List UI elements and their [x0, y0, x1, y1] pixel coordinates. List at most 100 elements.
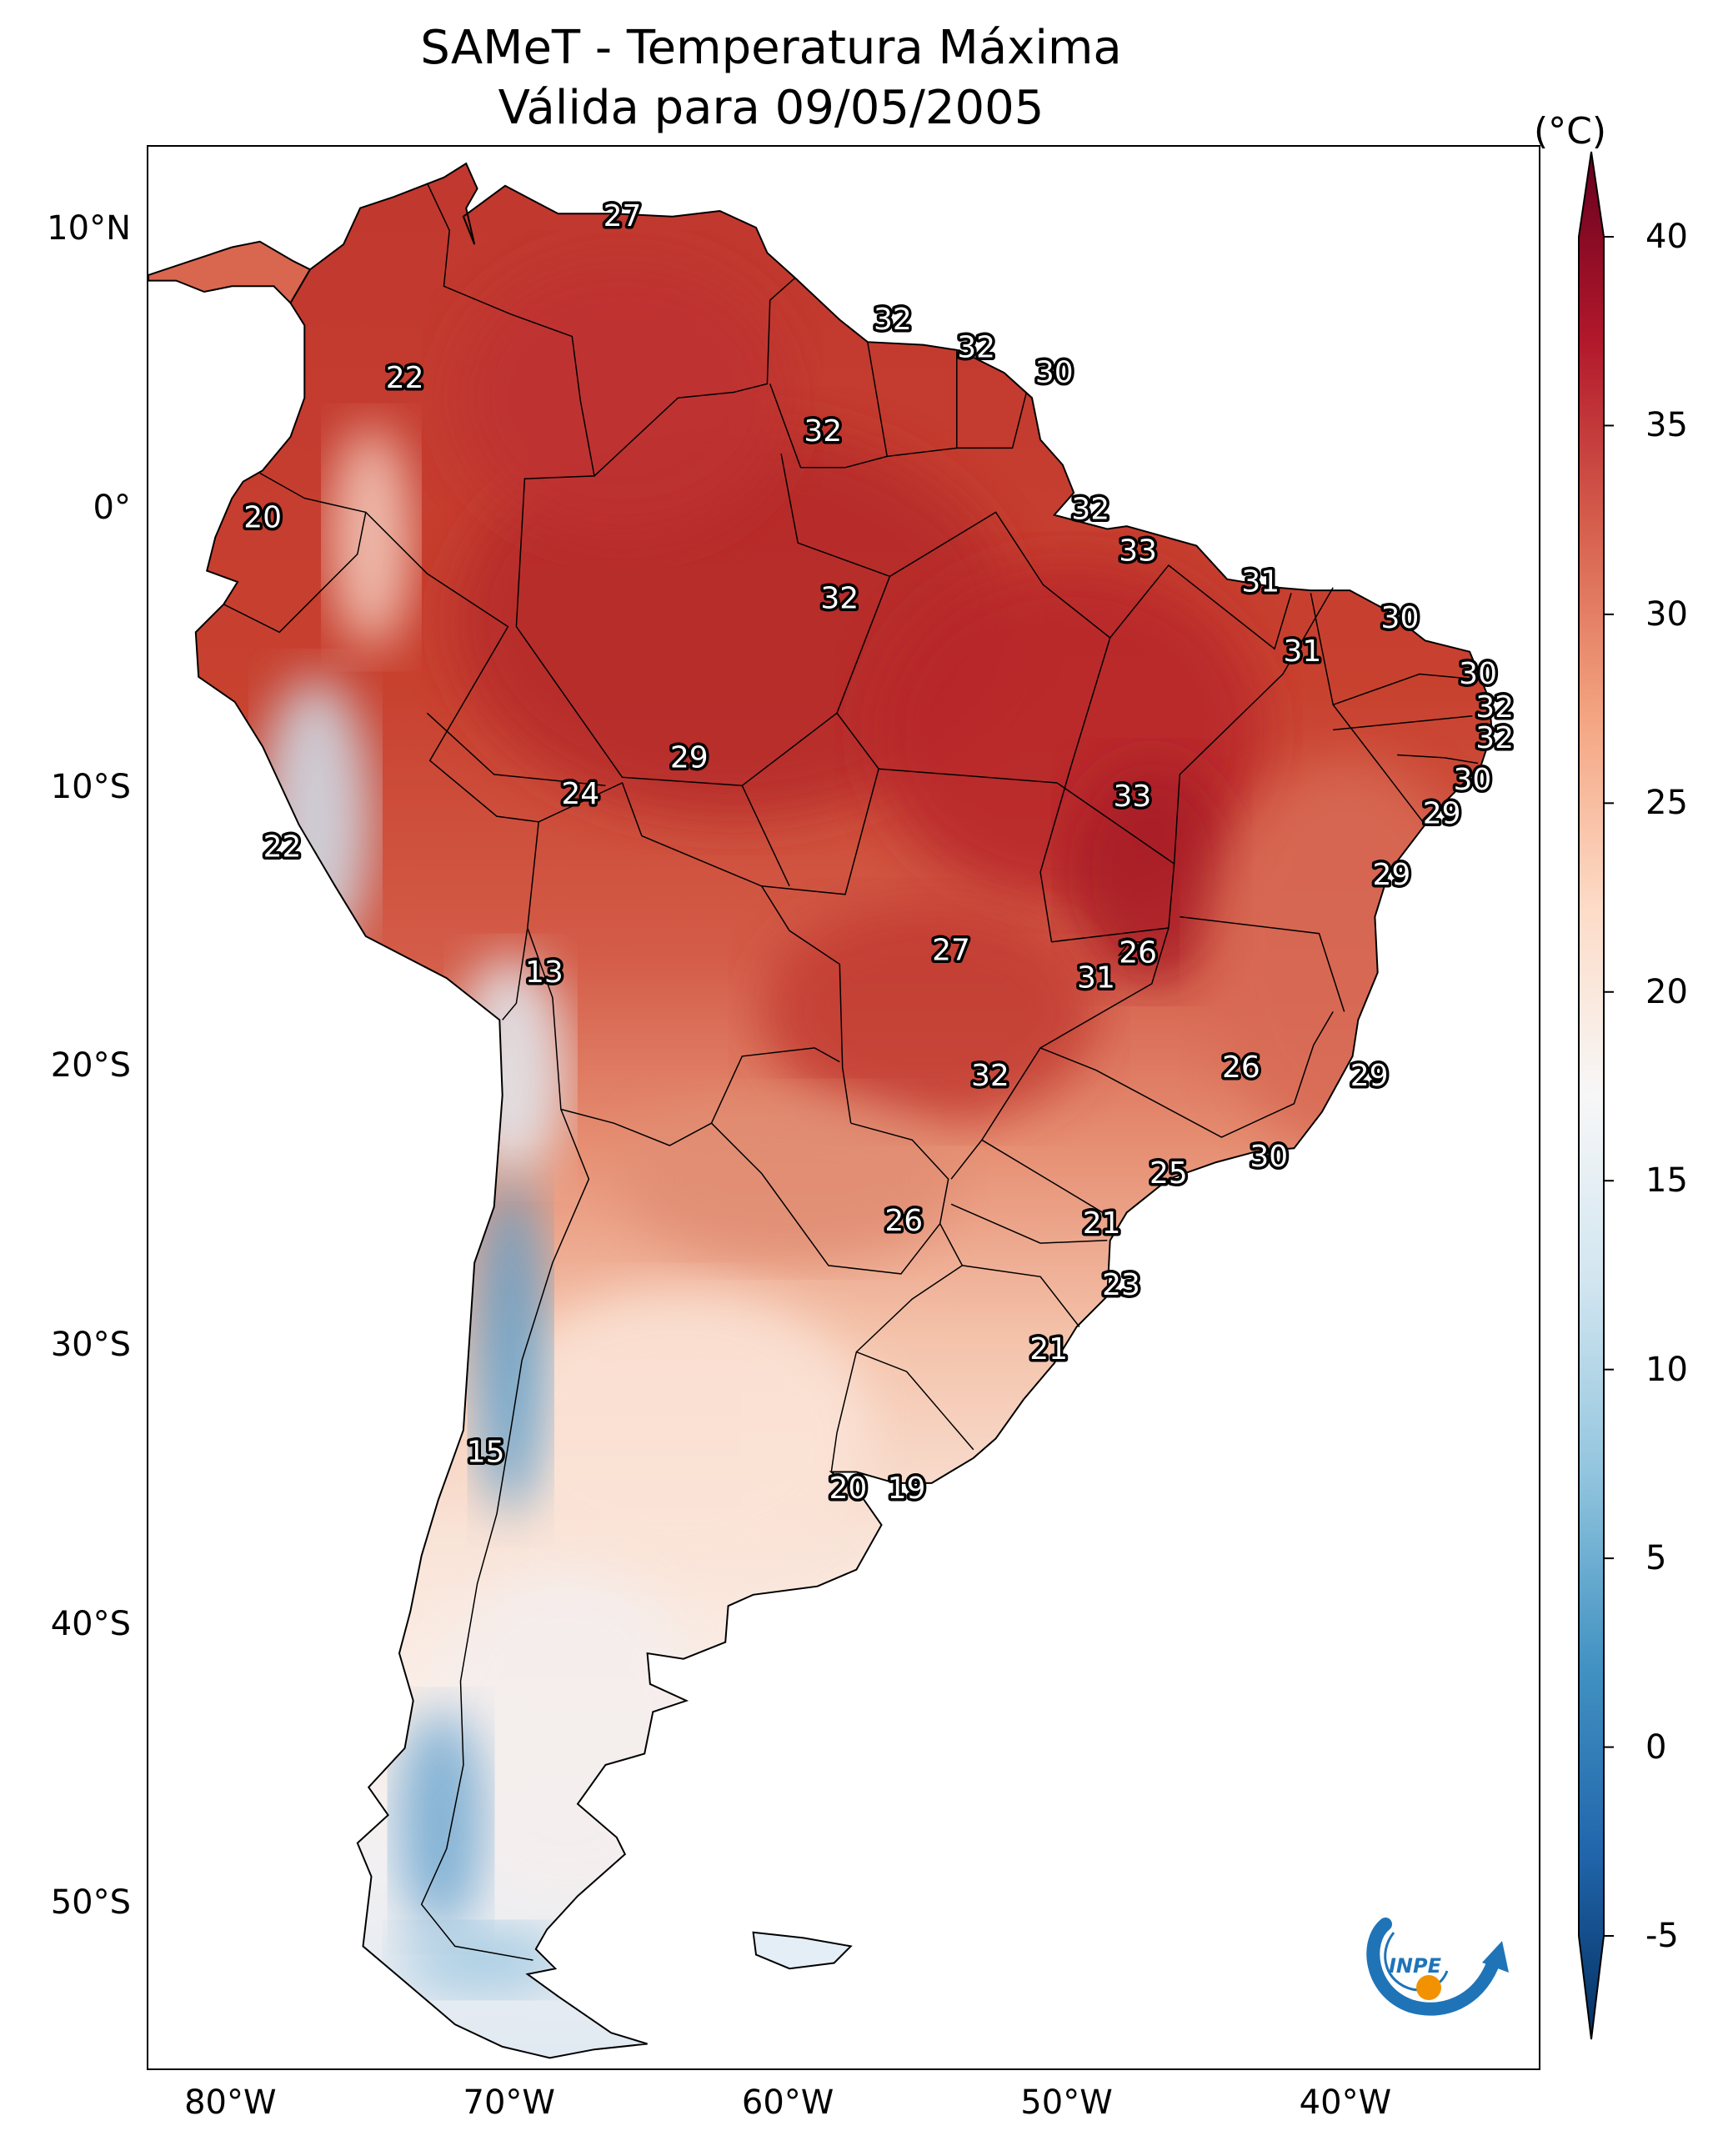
- border-line: [950, 1203, 1108, 1244]
- temperature-value-label: 29: [670, 740, 709, 775]
- border-line: [594, 277, 796, 477]
- border-line: [1118, 940, 1144, 957]
- border-line: [830, 1223, 964, 1472]
- lat-tick-label: 30°S: [50, 1325, 131, 1364]
- border-line: [527, 927, 840, 1146]
- temperature-value-label: 32: [874, 303, 912, 337]
- temperature-value-label: 30: [1459, 657, 1497, 691]
- colorbar-tick-label: 30: [1645, 594, 1688, 634]
- temperature-value-label: 25: [1150, 1156, 1188, 1191]
- temperature-value-label: 33: [1119, 534, 1157, 569]
- temperature-value-label: 26: [1222, 1050, 1260, 1085]
- temperature-value-label: 27: [604, 199, 642, 233]
- temperature-value-label: 31: [1241, 565, 1280, 599]
- temperature-value-label: 30: [1453, 763, 1491, 797]
- border-line: [1333, 714, 1473, 731]
- land-temperature-field: [148, 162, 1493, 2059]
- temperature-value-label: 30: [1035, 356, 1074, 390]
- border-line: [1180, 915, 1345, 1012]
- colorbar: [1578, 151, 1614, 2040]
- colorbar-tick-label: -5: [1645, 1917, 1679, 1955]
- temperature-value-label: 32: [971, 1059, 1009, 1093]
- temperature-value-label: 22: [386, 361, 424, 395]
- temperature-value-label: 24: [561, 777, 599, 811]
- border-line: [426, 712, 606, 787]
- temperature-value-label: 21: [1029, 1332, 1068, 1366]
- temperature-value-label: 32: [1475, 721, 1514, 755]
- temperature-value-label: 15: [467, 1436, 505, 1470]
- map-title: SAMeT - Temperatura Máxima: [420, 21, 1122, 75]
- border-line: [879, 768, 1058, 784]
- temperature-value-label: 30: [1250, 1140, 1288, 1174]
- border-line: [426, 183, 595, 627]
- border-line: [962, 1265, 1080, 1327]
- border-line: [981, 1139, 1108, 1216]
- lon-tick-label: 40°W: [1299, 2083, 1392, 2122]
- border-line: [769, 342, 889, 469]
- border-line: [1332, 673, 1481, 706]
- colorbar-tick-label: 20: [1645, 972, 1688, 1011]
- border-line: [956, 392, 1028, 449]
- colorbar-gradient: [1578, 151, 1605, 2040]
- colorbar-tick-label: 0: [1645, 1727, 1667, 1767]
- temperature-value-label: 31: [1284, 634, 1322, 669]
- colorbar-tick-label: 5: [1645, 1539, 1667, 1578]
- lat-tick-label: 0°: [93, 489, 131, 528]
- temperature-value-label: 32: [957, 330, 995, 364]
- colorbar-tick-label: 25: [1645, 784, 1688, 823]
- border-line: [1173, 587, 1334, 865]
- colorbar-unit: (°C): [1534, 110, 1607, 153]
- inpe-logo: INPE: [1366, 1918, 1509, 2016]
- colorbar-tick-label: 35: [1645, 406, 1688, 445]
- border-line: [1039, 1011, 1334, 1138]
- temperature-value-label: 29: [1350, 1059, 1389, 1093]
- lat-tick-label: 10°N: [47, 209, 131, 248]
- temperature-value-label: 29: [1373, 858, 1411, 892]
- temperature-value-label: 26: [1119, 936, 1157, 970]
- temperature-value-label: 19: [888, 1472, 926, 1506]
- border-line: [420, 1109, 590, 1961]
- temperature-value-label: 21: [1083, 1206, 1121, 1241]
- map-subtitle: Válida para 09/05/2005: [498, 81, 1044, 135]
- country-borders: [223, 183, 1481, 1961]
- border-line: [856, 1351, 974, 1451]
- colorbar-tick-label: 10: [1645, 1350, 1688, 1389]
- temperature-value-label: 32: [820, 582, 859, 616]
- border-line: [223, 472, 367, 634]
- lon-tick-label: 80°W: [184, 2083, 277, 2122]
- lon-tick-label: 50°W: [1020, 2083, 1113, 2122]
- temperature-value-label: 27: [932, 933, 970, 967]
- colorbar-tick-label: 40: [1645, 218, 1688, 256]
- border-line: [1397, 754, 1479, 765]
- temperature-value-label: 32: [1475, 690, 1514, 725]
- border-line: [538, 781, 852, 1124]
- lat-tick-label: 20°S: [50, 1046, 131, 1086]
- temperature-value-label: 22: [263, 830, 302, 864]
- temperature-value-label: 20: [243, 501, 282, 535]
- temperature-value-label: 13: [525, 955, 563, 990]
- temperature-value-label: 23: [1102, 1268, 1140, 1302]
- temperature-value-label: 26: [884, 1204, 923, 1238]
- svg-text:INPE: INPE: [1389, 1954, 1442, 1978]
- temperature-value-label: 32: [1071, 493, 1109, 527]
- lon-tick-label: 70°W: [463, 2083, 555, 2122]
- map-panel: 27 32 32 30 22 32 20 32 33 31 32 30 31 30 32 32 29 30 24 33…: [147, 145, 1540, 2070]
- temperature-value-label: 33: [1114, 780, 1152, 814]
- border-line: [780, 453, 891, 714]
- sun-icon: [1416, 1975, 1441, 2000]
- temperature-value-label: 29: [1423, 796, 1461, 830]
- lat-tick-label: 50°S: [50, 1883, 131, 1923]
- lat-tick-label: 40°S: [50, 1604, 131, 1643]
- temperature-value-label: 31: [1077, 961, 1115, 995]
- border-line: [710, 1122, 949, 1275]
- temperature-value-label: 30: [1381, 601, 1420, 635]
- temperature-value-label: 32: [804, 414, 842, 449]
- border-line: [1109, 564, 1292, 650]
- border-line: [1051, 782, 1175, 943]
- temperature-value-label: 20: [829, 1472, 867, 1506]
- lat-tick-label: 10°S: [50, 767, 131, 806]
- border-line: [365, 511, 540, 1020]
- colorbar-tick-label: 15: [1645, 1161, 1688, 1201]
